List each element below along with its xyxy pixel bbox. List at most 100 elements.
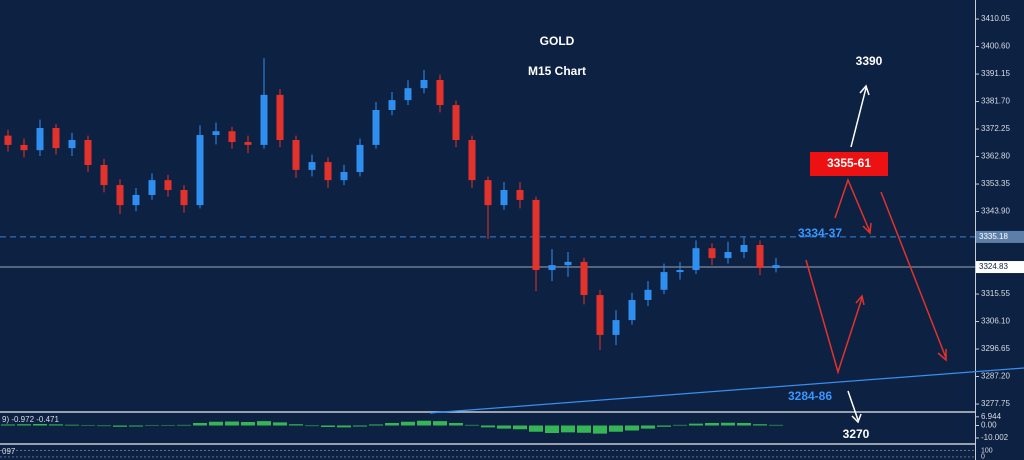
candle-body [596,295,604,335]
y-tick-label: 3343.90 [981,207,1010,216]
candle-body [692,248,700,271]
indicator-bar [737,423,751,426]
candle-body [484,180,492,206]
y-tick-label: 3381.70 [981,97,1010,106]
y-tick-label: 0.00 [981,421,997,430]
candle-body [36,128,44,151]
y-tick-label: -10.002 [981,433,1009,442]
arrow [847,390,862,424]
indicator-bar [257,421,271,426]
indicator-bar [481,425,495,428]
indicator-bar [689,423,703,426]
indicator-bar [17,424,31,426]
indicator-bar [1,424,15,426]
candle-body [292,139,300,170]
candle-body [244,142,252,145]
y-tick-label: 3277.75 [981,399,1010,408]
indicator-bar [401,421,415,426]
indicator-bar [609,425,623,432]
y-tick-label: 3287.20 [981,372,1010,381]
candle-body [500,190,508,206]
y-tick-label: 3391.15 [981,69,1010,78]
candle-body [116,185,124,206]
candle-body [516,190,524,200]
candle-body [708,248,716,259]
indicator-bar [49,424,63,426]
indicator-bar [33,424,47,426]
plot-area: 3410.05 3400.60 3391.15 3381.70 3372.25 3362.… [0,14,1024,460]
candle-body [196,135,204,206]
price-label: 3335.18 [979,232,1008,241]
indicator-bar [97,425,111,427]
y-tick-label: 3306.10 [981,317,1010,326]
indicator-bar [193,423,207,426]
annotation: 3334-37 [798,226,842,240]
annotation-box [810,152,888,176]
indicator-legend: 097 [2,447,16,456]
indicator-bar [721,422,735,426]
candle-body [260,94,268,145]
price-label: 3324.83 [979,262,1008,271]
annotation: 3355-61 [827,156,871,170]
candle-body [644,289,652,301]
candle-body [20,144,28,151]
candle-body [132,194,140,206]
indicator-bar [305,425,319,427]
indicator-bar [433,421,447,426]
indicator-bar [497,425,511,429]
candle-body [548,265,556,271]
candle-body [612,320,620,335]
indicator-bar [577,425,591,433]
indicator-bar [225,421,239,426]
indicator-bar [337,425,351,428]
y-tick-label: 3353.35 [981,179,1010,188]
candle-body [228,131,236,143]
candle-body [356,144,364,172]
candle-body [100,164,108,186]
arrow [850,84,870,148]
indicator-bar [209,421,223,426]
candle-body [4,135,12,145]
indicator-bar [369,424,383,426]
candle-body [148,180,156,195]
chart-subtitle: M15 Chart [528,64,586,78]
arrow [805,259,865,375]
indicator-bar [529,425,543,432]
candle-body [532,199,540,271]
arrow [834,177,872,235]
indicator-bar [561,425,575,433]
y-tick-label: 3410.05 [981,14,1010,23]
candle-body [372,109,380,145]
y-tick-label: 3296.65 [981,344,1010,353]
indicator-bar [641,425,655,429]
indicator-bar [241,422,255,426]
y-tick-label: 0 [981,454,985,460]
indicator-bar [81,425,95,426]
indicator-bar [545,425,559,433]
indicator-bar [625,425,639,431]
indicator-bar [145,425,159,426]
indicator-bar [417,420,431,426]
candle-body [756,245,764,268]
indicator-bar [177,424,191,426]
annotation: 3270 [843,427,870,441]
candle-body [388,100,396,110]
candle-body [340,171,348,181]
indicator-bar [321,425,335,427]
indicator-bar [273,422,287,426]
price-label-box [976,261,1024,274]
indicator-bar [705,423,719,426]
candle-body [276,94,284,140]
chart-title: GOLD [540,34,575,48]
indicator-bar [465,424,479,426]
annotation: 3390 [856,54,883,68]
candle-body [628,300,636,321]
candle-body [404,88,412,101]
y-tick-label: 3362.80 [981,152,1010,161]
indicator-bar [769,424,783,426]
annotation: 3284-86 [788,389,832,403]
candle-body [84,139,92,165]
indicator-bar [513,425,527,430]
indicator-bar [289,424,303,426]
candle-body [52,128,60,149]
